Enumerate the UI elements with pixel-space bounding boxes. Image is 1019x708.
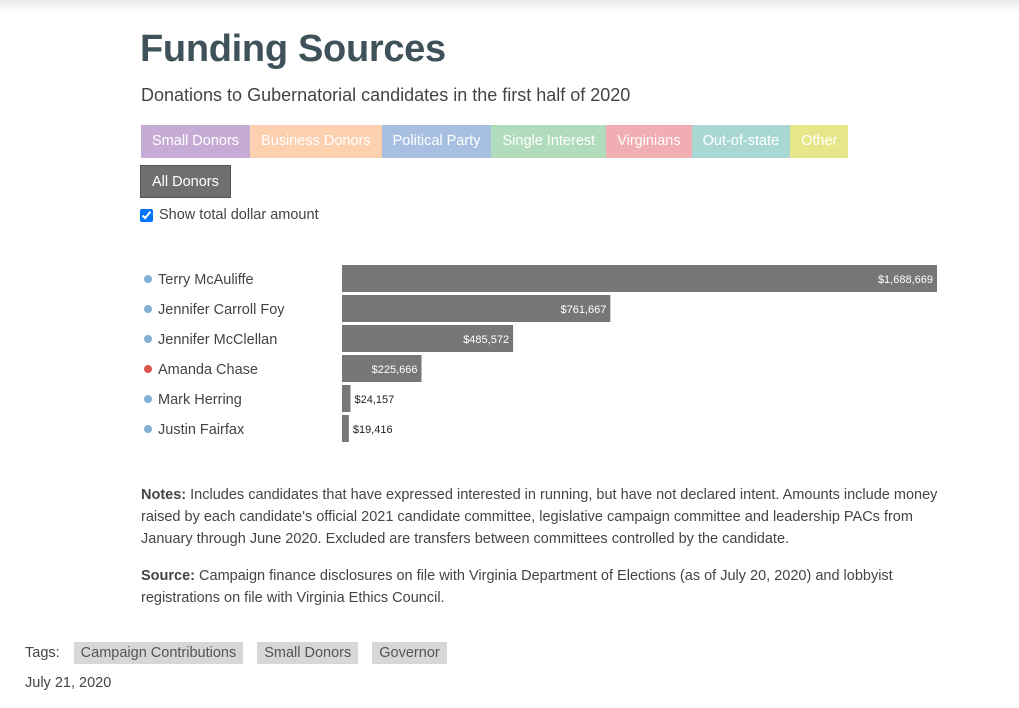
filter-out-of-state[interactable]: Out-of-state bbox=[691, 125, 791, 158]
party-dot bbox=[144, 335, 152, 343]
donation-bar[interactable] bbox=[342, 415, 349, 442]
value-label: $761,667 bbox=[560, 304, 606, 316]
candidate-label: Amanda Chase bbox=[158, 362, 258, 378]
filter-other[interactable]: Other bbox=[790, 125, 849, 158]
value-label: $1,688,669 bbox=[878, 274, 933, 286]
source-label: Source: bbox=[141, 568, 195, 584]
candidate-label: Mark Herring bbox=[158, 392, 242, 408]
notes-label: Notes: bbox=[141, 487, 187, 503]
tag-small-donors[interactable]: Small Donors bbox=[257, 642, 359, 664]
candidate-label: Justin Fairfax bbox=[158, 422, 245, 438]
chart-row: Justin Fairfax $19,416 bbox=[144, 415, 393, 442]
party-dot bbox=[144, 425, 152, 433]
show-total-option[interactable]: Show total dollar amount bbox=[140, 207, 319, 223]
chart-row: Jennifer McClellan $485,572 bbox=[144, 325, 514, 352]
value-label: $24,157 bbox=[355, 394, 395, 406]
donation-bar[interactable] bbox=[342, 355, 422, 382]
all-donors-button[interactable]: All Donors bbox=[140, 165, 231, 198]
tag-campaign-contributions[interactable]: Campaign Contributions bbox=[73, 642, 244, 664]
show-total-checkbox[interactable] bbox=[140, 208, 153, 222]
filter-virginians[interactable]: Virginians bbox=[606, 125, 692, 158]
page-title: Funding Sources bbox=[140, 28, 446, 70]
candidate-label: Jennifer McClellan bbox=[158, 332, 277, 348]
donor-filter-bar: Small Donors Business Donors Political Par… bbox=[141, 125, 849, 158]
source-text: Campaign finance disclosures on file wit… bbox=[141, 568, 893, 606]
chart-row: Amanda Chase $225,666 bbox=[144, 355, 422, 382]
value-label: $225,666 bbox=[372, 364, 418, 376]
chart-row: Jennifer Carroll Foy $761,667 bbox=[144, 295, 611, 322]
donation-bar[interactable] bbox=[342, 295, 611, 322]
tags-label: Tags: bbox=[25, 645, 60, 661]
show-total-label: Show total dollar amount bbox=[159, 207, 319, 223]
donation-bar[interactable] bbox=[342, 325, 514, 352]
tags-row: Tags: Campaign Contributions Small Donors… bbox=[25, 642, 447, 664]
donation-bar[interactable] bbox=[342, 385, 351, 412]
candidate-label: Terry McAuliffe bbox=[158, 272, 254, 288]
party-dot bbox=[144, 365, 152, 373]
donation-bar[interactable] bbox=[342, 265, 937, 292]
notes-paragraph: Notes: Includes candidates that have exp… bbox=[141, 484, 941, 550]
top-shadow bbox=[0, 0, 1019, 14]
source-paragraph: Source: Campaign finance disclosures on … bbox=[141, 565, 941, 609]
filter-political-party[interactable]: Political Party bbox=[381, 125, 492, 158]
party-dot bbox=[144, 395, 152, 403]
page-subtitle: Donations to Gubernatorial candidates in… bbox=[141, 85, 631, 105]
publish-date: July 21, 2020 bbox=[25, 675, 112, 691]
chart-row: Terry McAuliffe $1,688,669 bbox=[144, 265, 937, 292]
party-dot bbox=[144, 275, 152, 283]
value-label: $19,416 bbox=[353, 424, 393, 436]
filter-single-interest[interactable]: Single Interest bbox=[491, 125, 607, 158]
filter-small-donors[interactable]: Small Donors bbox=[141, 125, 251, 158]
party-dot bbox=[144, 305, 152, 313]
chart-row: Mark Herring $24,157 bbox=[144, 385, 394, 412]
value-label: $485,572 bbox=[463, 334, 509, 346]
candidate-label: Jennifer Carroll Foy bbox=[158, 302, 285, 318]
notes-text: Includes candidates that have expressed … bbox=[141, 487, 938, 547]
tag-governor[interactable]: Governor bbox=[372, 642, 447, 664]
filter-business-donors[interactable]: Business Donors bbox=[250, 125, 382, 158]
